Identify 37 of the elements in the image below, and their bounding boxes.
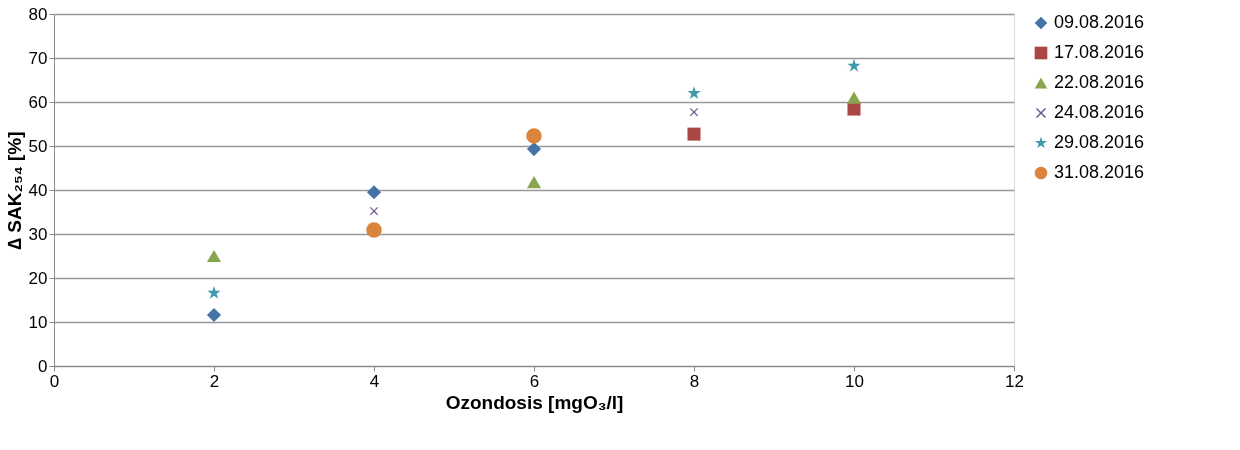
x-tick-label: 6 [529,371,540,391]
legend-label: 22.08.2016 [1054,72,1145,92]
y-tick-label: 50 [28,136,48,156]
legend-label: 17.08.2016 [1054,42,1145,62]
y-tick-label: 80 [28,4,48,24]
y-tick-label: 30 [28,224,48,244]
y-axis-title: ∆ SAK₂₅₄ [%] [3,131,25,250]
x-tick-label: 10 [845,371,864,391]
point [206,249,222,263]
point [526,128,542,144]
point [687,127,701,141]
point [526,175,542,189]
point [366,222,382,238]
y-tick-label: 40 [28,180,48,200]
y-tick-label: 0 [38,356,48,376]
point [689,107,699,117]
y-tick-label: 60 [28,92,48,112]
x-tick-label: 4 [369,371,380,391]
point [846,91,862,104]
y-tick-label: 70 [28,48,48,68]
legend-label: 24.08.2016 [1054,102,1145,122]
point [847,58,861,72]
point [526,142,542,157]
x-tick-label: 8 [689,371,700,391]
legend-label: 31.08.2016 [1054,162,1145,182]
x-axis-title: Ozondosis [mgO₃/l] [445,391,624,413]
point [687,86,701,99]
x-tick-label: 12 [1005,371,1024,391]
y-tick-label: 20 [28,268,48,288]
point [366,185,382,200]
point [206,307,222,323]
y-tick-label: 10 [28,312,48,332]
legend-label: 09.08.2016 [1054,12,1145,32]
point [369,206,379,216]
x-tick-label: 2 [209,371,220,391]
legend-label: 29.08.2016 [1054,132,1145,152]
point [207,285,221,299]
